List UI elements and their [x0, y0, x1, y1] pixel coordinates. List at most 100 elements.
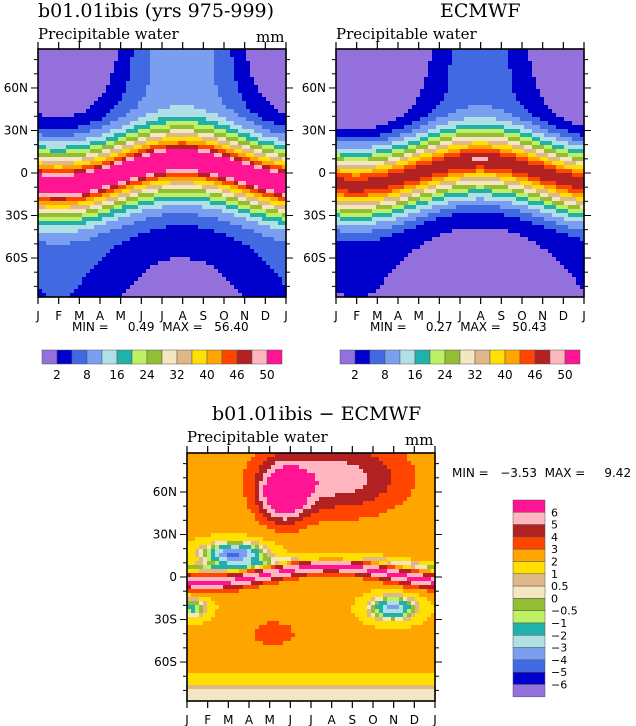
heat-cell	[170, 241, 175, 246]
heat-cell	[70, 273, 75, 278]
heat-cell	[194, 181, 199, 186]
heat-cell	[126, 97, 131, 102]
heat-cell	[508, 77, 513, 82]
heat-cell	[110, 121, 115, 126]
heat-cell	[134, 277, 139, 282]
heat-cell	[106, 53, 111, 58]
heat-cell	[178, 209, 183, 214]
heat-cell	[206, 233, 211, 238]
heat-cell	[230, 133, 235, 138]
heat-cell	[82, 253, 87, 258]
heat-cell	[122, 129, 127, 134]
heat-cell	[70, 121, 75, 126]
heat-cell	[90, 57, 95, 62]
heat-cell	[62, 261, 67, 266]
heat-cell	[50, 293, 55, 298]
heat-cell	[70, 85, 75, 90]
heat-cell	[66, 61, 71, 66]
heat-cell	[158, 165, 163, 170]
heat-cell	[210, 269, 215, 274]
heat-cell	[206, 137, 211, 142]
heat-cell	[170, 197, 175, 202]
heat-cell	[58, 277, 63, 282]
heat-cell	[46, 125, 51, 130]
heat-cell	[118, 141, 123, 146]
heat-cell	[564, 73, 569, 78]
heat-cell	[74, 65, 79, 70]
heat-cell	[238, 229, 243, 234]
heat-cell	[258, 121, 263, 126]
heat-cell	[114, 81, 119, 86]
heat-cell	[198, 141, 203, 146]
heat-cell	[110, 189, 115, 194]
heat-cell	[182, 289, 187, 294]
heat-cell	[82, 169, 87, 174]
heat-cell	[182, 245, 187, 250]
heat-cell	[182, 257, 187, 262]
heat-cell	[424, 53, 429, 58]
heat-cell	[110, 89, 115, 94]
heat-cell	[166, 209, 171, 214]
heat-cell	[86, 97, 91, 102]
heat-cell	[448, 53, 453, 58]
heat-cell	[58, 85, 63, 90]
heat-cell	[126, 77, 131, 82]
heat-cell	[198, 101, 203, 106]
heat-cell	[202, 249, 207, 254]
heat-cell	[182, 201, 187, 206]
heat-cell	[138, 261, 143, 266]
colorbar-swatch	[86, 349, 103, 365]
heat-cell	[242, 229, 247, 234]
heat-cell	[356, 97, 361, 102]
heat-cell	[178, 281, 183, 286]
heat-cell	[58, 77, 63, 82]
heat-cell	[262, 157, 267, 162]
heat-cell	[250, 57, 255, 62]
heat-cell	[50, 197, 55, 202]
heat-cell	[186, 205, 191, 210]
heat-cell	[214, 261, 219, 266]
heat-cell	[258, 137, 263, 142]
heat-cell	[206, 73, 211, 78]
heat-cell	[460, 61, 465, 66]
heat-cell	[94, 177, 99, 182]
heat-cell	[540, 49, 545, 54]
heat-cell	[496, 89, 501, 94]
heat-cell	[274, 257, 279, 262]
heat-cell	[178, 225, 183, 230]
heat-cell	[38, 177, 43, 182]
heat-cell	[214, 277, 219, 282]
heat-cell	[110, 201, 115, 206]
heat-cell	[544, 93, 549, 98]
heat-cell	[210, 49, 215, 54]
heat-cell	[536, 109, 541, 114]
heat-cell	[246, 125, 251, 130]
heat-cell	[82, 285, 87, 290]
heat-cell	[356, 57, 361, 62]
heat-cell	[182, 173, 187, 178]
heat-cell	[50, 81, 55, 86]
heat-cell	[464, 53, 469, 58]
heat-cell	[242, 225, 247, 230]
heat-cell	[262, 225, 267, 230]
heat-cell	[234, 249, 239, 254]
x-tick-label: F	[55, 309, 62, 323]
heat-cell	[86, 173, 91, 178]
heat-cell	[480, 89, 485, 94]
heat-cell	[476, 89, 481, 94]
heat-cell	[218, 85, 223, 90]
heat-cell	[106, 273, 111, 278]
heat-cell	[238, 105, 243, 110]
heat-cell	[282, 65, 287, 70]
heat-cell	[70, 257, 75, 262]
heat-cell	[266, 269, 271, 274]
heat-cell	[162, 201, 167, 206]
heat-cell	[134, 133, 139, 138]
heat-cell	[238, 137, 243, 142]
heat-cell	[58, 161, 63, 166]
heat-cell	[278, 141, 283, 146]
heat-cell	[194, 289, 199, 294]
heat-cell	[282, 257, 287, 262]
heat-cell	[94, 101, 99, 106]
heat-cell	[110, 77, 115, 82]
